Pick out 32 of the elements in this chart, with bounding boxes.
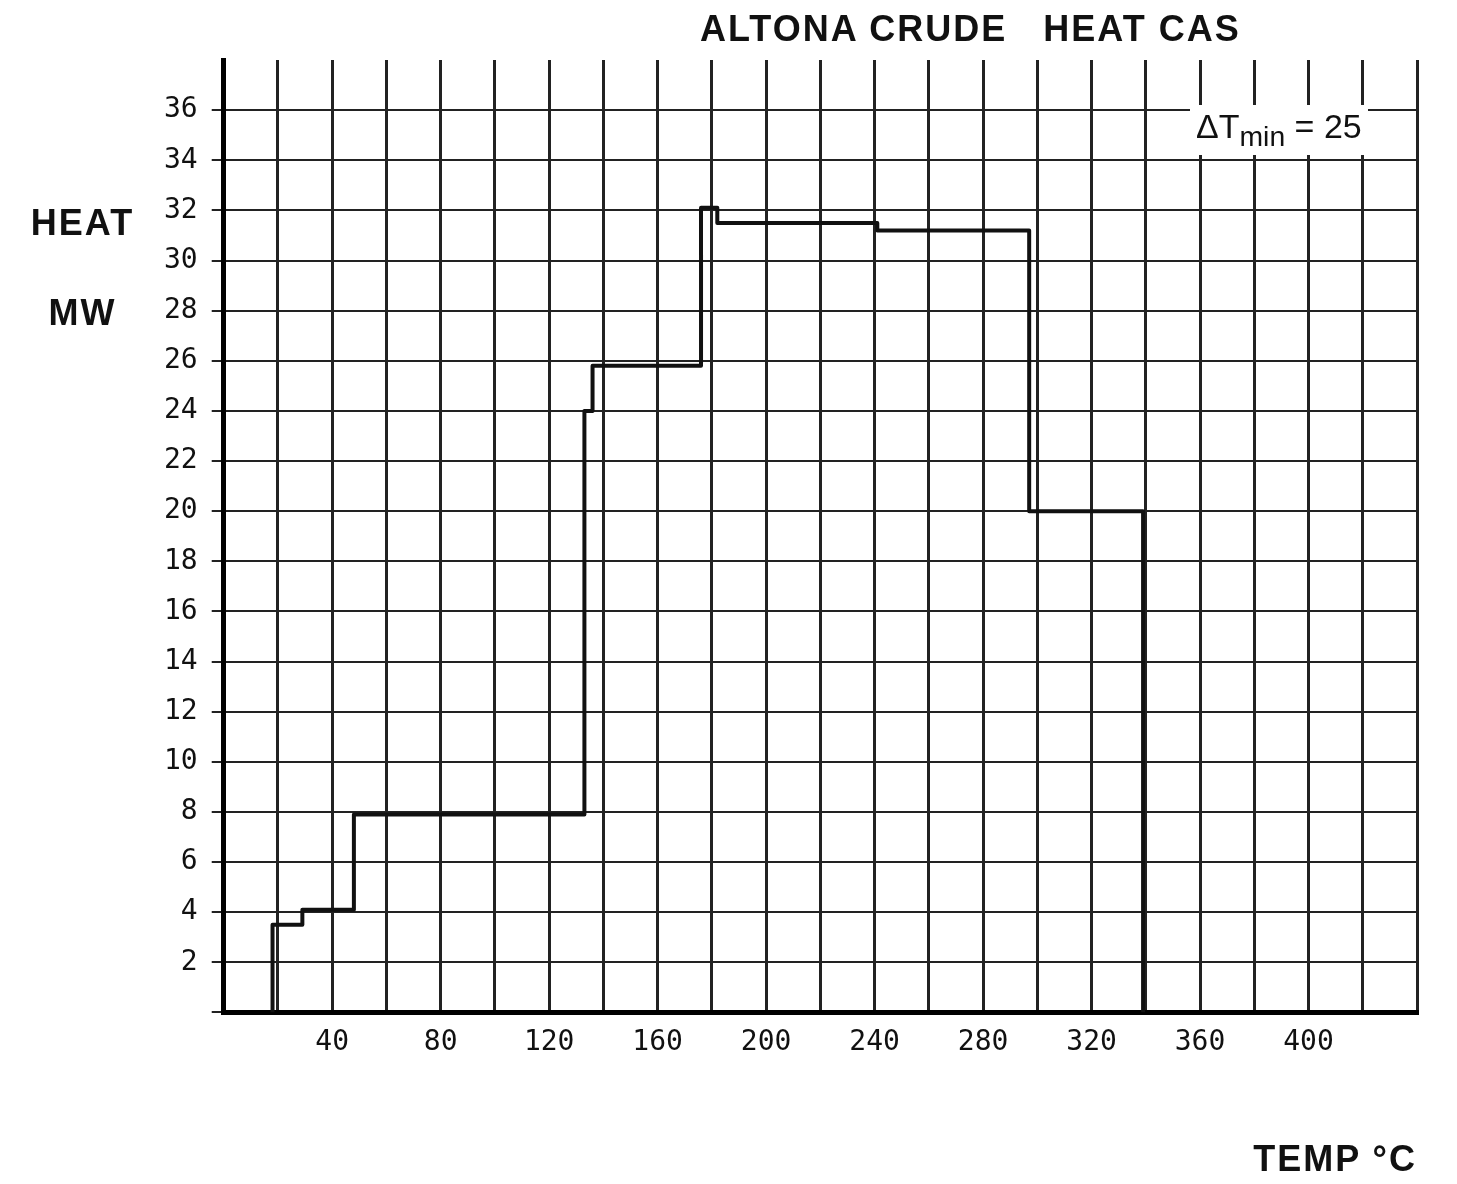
- y-tick-label: 16: [164, 592, 198, 626]
- y-tick-label: 36: [164, 91, 198, 125]
- y-tick-label: 30: [164, 241, 198, 275]
- x-tick-label: 120: [523, 1024, 575, 1058]
- x-tick-label: 160: [632, 1024, 683, 1058]
- y-tick-label: 4: [180, 893, 198, 927]
- text: HEAT MW: [30, 202, 135, 333]
- x-tick-label: 80: [423, 1024, 458, 1058]
- y-tick-label: 28: [164, 291, 198, 325]
- y-tick-label: 14: [164, 642, 198, 676]
- y-tick-label: 2: [180, 943, 198, 977]
- x-tick-label: 200: [740, 1024, 792, 1058]
- y-tick-label: 18: [164, 542, 198, 576]
- x-tick-label: 240: [849, 1024, 900, 1058]
- y-tick-label: 12: [164, 692, 198, 726]
- y-tick-label: 34: [164, 141, 198, 175]
- y-tick-label: 22: [164, 442, 198, 476]
- x-axis-title: TEMP °C: [1253, 1138, 1417, 1180]
- x-tick-label: 400: [1283, 1024, 1334, 1058]
- x-tick-label: 280: [957, 1024, 1009, 1058]
- y-tick-label: 26: [164, 342, 198, 376]
- y-tick-label: 20: [164, 492, 198, 526]
- y-tick-label: 8: [180, 793, 198, 827]
- chart-title: ALTONA CRUDE HEAT CAS: [700, 8, 1241, 50]
- y-tick-label: 6: [180, 843, 198, 877]
- x-tick-label: 360: [1174, 1024, 1226, 1058]
- y-tick-label: 32: [164, 191, 198, 225]
- y-tick-label: 24: [164, 392, 198, 426]
- x-tick-label: 320: [1066, 1024, 1117, 1058]
- x-tick-label: 40: [315, 1024, 350, 1058]
- y-tick-label: 10: [164, 743, 198, 777]
- annotation: ΔT$_{min}$ = 25: [1190, 105, 1368, 155]
